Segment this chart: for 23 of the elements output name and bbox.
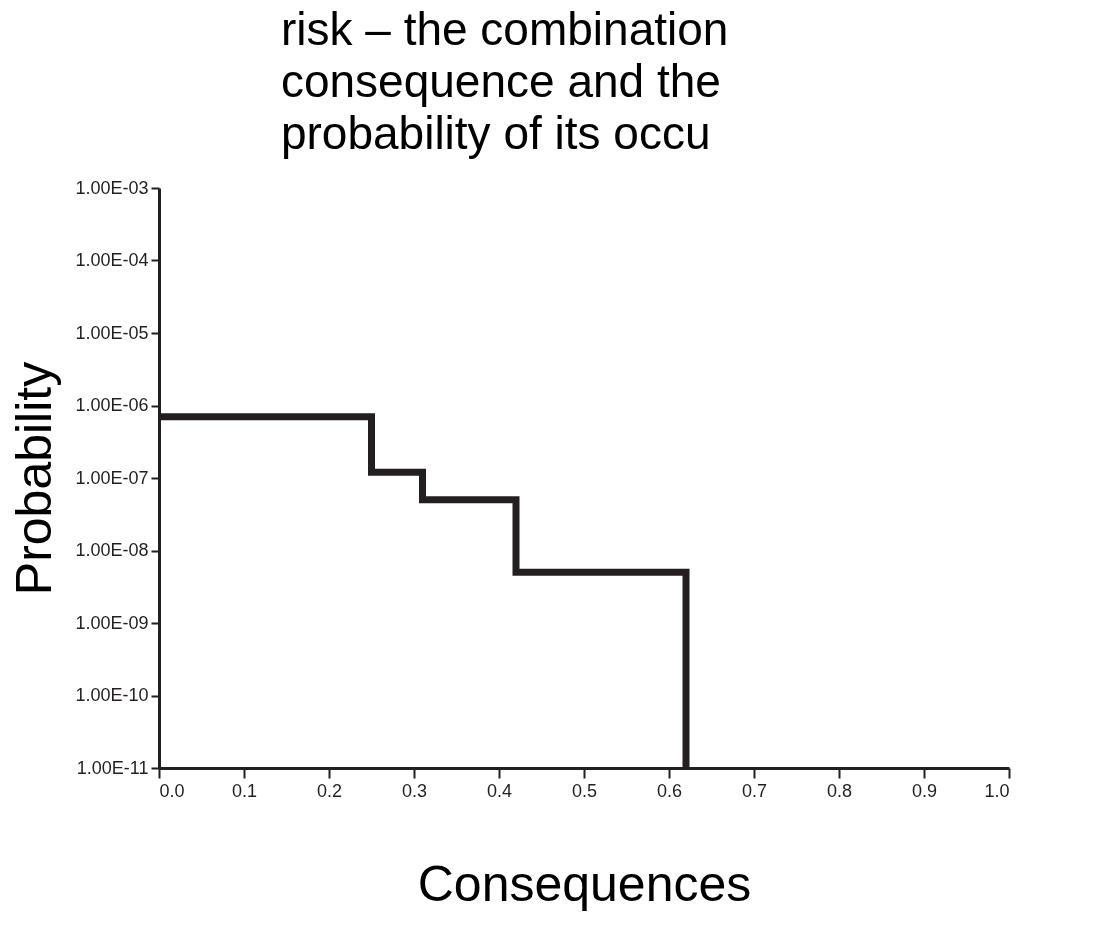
y-tick-label: 1.00E-10 [75, 685, 149, 705]
y-tick-label: 1.00E-03 [75, 177, 149, 198]
x-tick-label: 0.6 [656, 780, 683, 801]
y-tick-label: 1.00E-05 [75, 322, 149, 343]
x-tick-label: 0.8 [826, 780, 853, 801]
y-tick-label: 1.00E-09 [75, 612, 149, 633]
y-tick-label: 1.00E-11 [76, 757, 149, 778]
x-tick-label: 0.3 [401, 780, 428, 801]
x-tick-label: 0.7 [741, 780, 768, 801]
x-tick-label: 0.0 [159, 780, 185, 801]
y-tick-label: 1.00E-04 [75, 250, 149, 270]
x-tick-label: 0.1 [231, 780, 258, 801]
x-tick-label: 0.5 [571, 780, 598, 801]
y-axis-title: Probability [6, 361, 63, 596]
y-tick-label: 1.00E-08 [75, 540, 149, 560]
x-tick-label: 0.4 [486, 780, 513, 801]
y-tick-label: 1.00E-06 [75, 395, 149, 415]
x-axis-title: Consequences [417, 855, 752, 912]
y-tick-label: 1.00E-07 [75, 467, 149, 488]
chart-title: risk – the combination consequence and the probability of its occu [280, 3, 729, 159]
x-tick-label: 0.9 [911, 780, 938, 801]
x-tick-label: 1.0 [984, 780, 1010, 801]
x-tick-label: 0.2 [316, 780, 343, 801]
